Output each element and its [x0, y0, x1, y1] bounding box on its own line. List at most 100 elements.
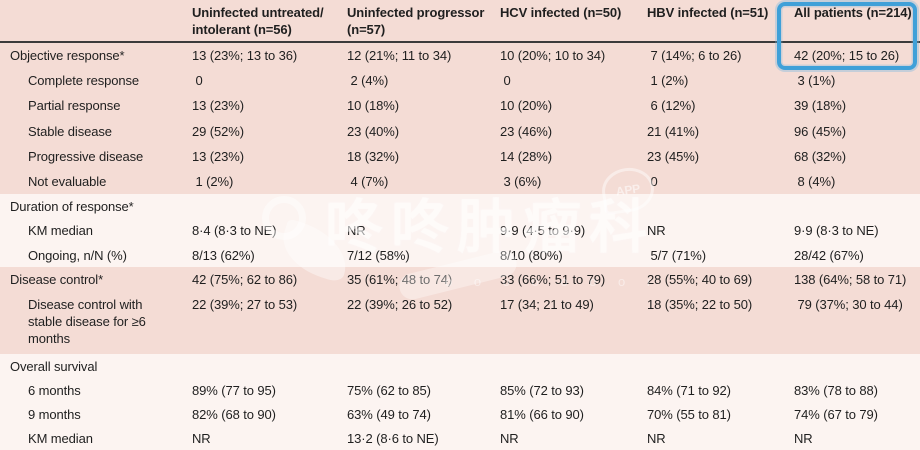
data-cell: 13 (23%): [192, 148, 244, 164]
data-cell-highlighted: 42 (20%; 15 to 26): [794, 48, 900, 64]
data-cell: 22 (39%; 26 to 52): [347, 297, 453, 313]
data-cell: 85% (72 to 93): [500, 382, 584, 398]
data-cell: 7 (14%; 6 to 26): [647, 48, 742, 64]
table-row-not-evaluable: Not evaluable 1 (2%) 4 (7%) 3 (6%) 0 8 (…: [0, 168, 920, 195]
row-label: Disease control*: [10, 272, 104, 288]
table-row-disease-control: Disease control* 42 (75%; 62 to 86) 35 (…: [0, 267, 920, 293]
data-cell: 42 (75%; 62 to 86): [192, 272, 298, 288]
data-cell: 79 (37%; 30 to 44): [794, 297, 903, 313]
data-cell: 23 (40%): [347, 123, 399, 139]
row-label: 9 months: [28, 406, 81, 422]
data-cell: 8·4 (8·3 to NE): [192, 223, 277, 239]
data-cell: 13 (23%): [192, 98, 244, 114]
table-row-overall-survival: Overall survival: [0, 354, 920, 379]
data-cell: 14 (28%): [500, 148, 552, 164]
row-label: Overall survival: [10, 358, 98, 374]
table-row-6-months: 6 months 89% (77 to 95) 75% (62 to 85) 8…: [0, 378, 920, 403]
table-row-duration-of-response: Duration of response*: [0, 194, 920, 219]
data-cell: 10 (18%): [347, 98, 399, 114]
data-cell: 9·9 (4·5 to 9·9): [500, 223, 586, 239]
row-label: Ongoing, n/N (%): [28, 247, 127, 263]
data-cell: 9·9 (8·3 to NE): [794, 223, 879, 239]
row-label: Stable disease: [28, 123, 112, 139]
data-cell: 8/13 (62%): [192, 247, 255, 263]
data-cell: 13 (23%; 13 to 36): [192, 48, 298, 64]
data-cell: 28/42 (67%): [794, 247, 864, 263]
row-label: Objective response*: [10, 48, 125, 64]
data-cell: 7/12 (58%): [347, 247, 410, 263]
table-row-disease-control-stable-6-months: Disease control with stable disease for …: [0, 292, 920, 355]
data-cell: 23 (46%): [500, 123, 552, 139]
data-cell: 17 (34; 21 to 49): [500, 297, 594, 313]
table-row-ongoing: Ongoing, n/N (%) 8/13 (62%) 7/12 (58%) 8…: [0, 242, 920, 268]
table-header-row: Uninfected untreated/ intolerant (n=56) …: [0, 0, 920, 43]
data-cell: 89% (77 to 95): [192, 382, 276, 398]
row-label: Duration of response*: [10, 198, 134, 214]
data-cell: 83% (78 to 88): [794, 382, 878, 398]
data-cell: 35 (61%; 48 to 74): [347, 272, 453, 288]
data-cell: 96 (45%): [794, 123, 846, 139]
data-cell: 0: [647, 174, 658, 190]
table-row-9-months: 9 months 82% (68 to 90) 63% (49 to 74) 8…: [0, 402, 920, 427]
data-cell: 0: [192, 73, 203, 89]
data-cell: 82% (68 to 90): [192, 406, 276, 422]
data-cell: NR: [647, 430, 666, 446]
data-cell: 10 (20%): [500, 98, 552, 114]
data-cell: 18 (32%): [347, 148, 399, 164]
data-cell: 22 (39%; 27 to 53): [192, 297, 298, 313]
data-cell: NR: [794, 430, 813, 446]
row-label: Disease control with stable disease for …: [28, 297, 146, 347]
row-label: Complete response: [28, 73, 140, 89]
data-cell: 8 (4%): [794, 174, 836, 190]
data-cell: 5/7 (71%): [647, 247, 707, 263]
data-cell: 2 (4%): [347, 73, 389, 89]
data-cell: 29 (52%): [192, 123, 244, 139]
data-cell: 68 (32%): [794, 148, 846, 164]
data-cell: 3 (1%): [794, 73, 836, 89]
table-row-km-median-survival: KM median NR 13·2 (8·6 to NE) NR NR NR: [0, 426, 920, 450]
table-row-objective-response: Objective response* 13 (23%; 13 to 36) 1…: [0, 43, 920, 69]
column-header-hcv-infected: HCV infected (n=50): [500, 5, 622, 20]
row-label: Not evaluable: [28, 174, 107, 190]
data-cell: 8/10 (80%): [500, 247, 563, 263]
data-cell: 0: [500, 73, 511, 89]
column-header-all-patients: All patients (n=214): [794, 5, 912, 20]
column-header-uninfected-progressor: Uninfected progressor (n=57): [347, 5, 485, 37]
data-cell: 33 (66%; 51 to 79): [500, 272, 606, 288]
table-row-stable-disease: Stable disease 29 (52%) 23 (40%) 23 (46%…: [0, 118, 920, 144]
data-cell: NR: [647, 223, 666, 239]
data-cell: 70% (55 to 81): [647, 406, 731, 422]
data-cell: 3 (6%): [500, 174, 542, 190]
row-label: KM median: [28, 223, 93, 239]
data-cell: 63% (49 to 74): [347, 406, 431, 422]
data-cell: 28 (55%; 40 to 69): [647, 272, 753, 288]
data-cell: 75% (62 to 85): [347, 382, 431, 398]
data-cell: NR: [192, 430, 211, 446]
data-cell: 74% (67 to 79): [794, 406, 878, 422]
table-row-progressive-disease: Progressive disease 13 (23%) 18 (32%) 14…: [0, 143, 920, 169]
data-cell: NR: [347, 223, 366, 239]
row-label: Progressive disease: [28, 148, 144, 164]
data-cell: 21 (41%): [647, 123, 699, 139]
data-cell: 1 (2%): [192, 174, 234, 190]
column-header-uninfected-untreated: Uninfected untreated/ intolerant (n=56): [192, 5, 324, 37]
column-header-hbv-infected: HBV infected (n=51): [647, 5, 769, 20]
row-label: KM median: [28, 430, 93, 446]
data-cell: 6 (12%): [647, 98, 696, 114]
column-header-empty: [0, 0, 182, 5]
table-row-partial-response: Partial response 13 (23%) 10 (18%) 10 (2…: [0, 93, 920, 119]
table-row-complete-response: Complete response 0 2 (4%) 0 1 (2%) 3 (1…: [0, 68, 920, 94]
row-label: 6 months: [28, 382, 81, 398]
data-cell: NR: [500, 430, 519, 446]
data-cell: 39 (18%): [794, 98, 846, 114]
row-label: Partial response: [28, 98, 121, 114]
data-cell: 10 (20%; 10 to 34): [500, 48, 606, 64]
data-cell: 138 (64%; 58 to 71): [794, 272, 907, 288]
data-cell: 13·2 (8·6 to NE): [347, 430, 439, 446]
data-cell: 84% (71 to 92): [647, 382, 731, 398]
data-cell: 18 (35%; 22 to 50): [647, 297, 753, 313]
data-cell: 81% (66 to 90): [500, 406, 584, 422]
data-cell: 1 (2%): [647, 73, 689, 89]
data-cell: 12 (21%; 11 to 34): [347, 48, 452, 64]
